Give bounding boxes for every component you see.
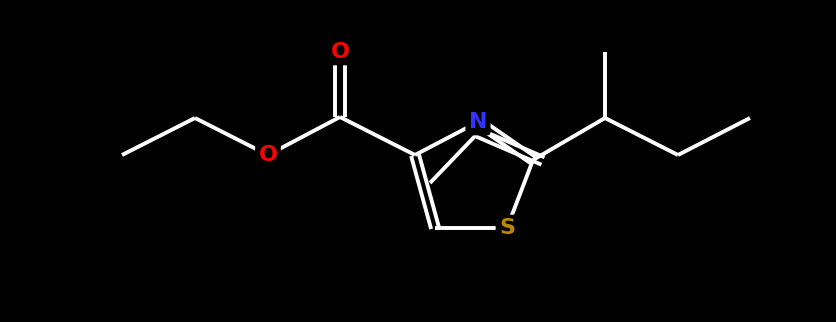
Text: O: O [258, 145, 278, 165]
Text: N: N [468, 112, 487, 132]
Text: S: S [498, 218, 514, 238]
Text: O: O [330, 42, 349, 62]
